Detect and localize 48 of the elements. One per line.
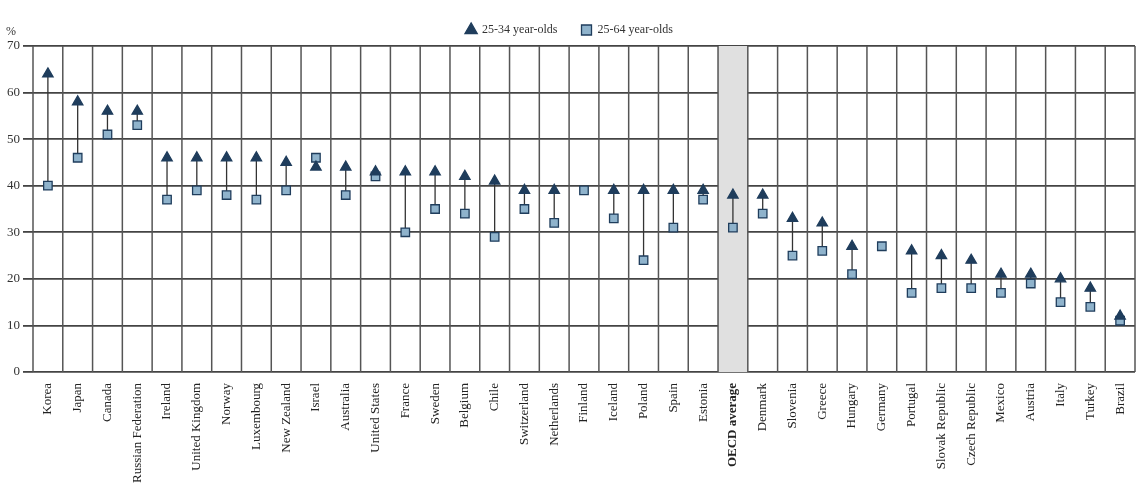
x-tick-label: Canada — [98, 382, 114, 422]
x-tick-label: United Kingdom — [188, 382, 204, 471]
x-tick-label: Belgium — [456, 382, 472, 428]
x-tick-label: Spain — [664, 382, 680, 413]
x-tick-label: Austria — [1022, 382, 1038, 422]
x-tick-label: Iceland — [605, 382, 621, 422]
y-tick-label: 10 — [7, 316, 20, 332]
y-axis-title: % — [6, 24, 16, 39]
x-tick-label: Russian Federation — [128, 382, 144, 483]
x-tick-label: New Zealand — [277, 382, 293, 453]
x-tick-label: Luxembourg — [247, 382, 263, 450]
x-tick-label: Italy — [1051, 382, 1067, 407]
x-tick-label: Hungary — [843, 382, 859, 429]
x-tick-label: Germany — [873, 382, 889, 432]
x-tick-label: Portugal — [903, 382, 919, 428]
x-tick-label: Japan — [69, 382, 85, 413]
x-tick-label: Estonia — [694, 382, 710, 422]
x-tick-label: Slovak Republic — [932, 382, 948, 470]
x-tick-label: Czech Republic — [962, 382, 978, 466]
x-tick-label: OECD average — [724, 382, 740, 468]
x-tick-label: Greece — [813, 382, 829, 420]
x-tick-label: Brazil — [1111, 382, 1127, 415]
x-tick-label: Mexico — [992, 382, 1008, 423]
x-tick-label: Netherlands — [545, 382, 561, 446]
y-tick-label: 60 — [7, 83, 20, 99]
legend-label: 25-64 year-olds — [597, 22, 674, 37]
x-tick-label: Sweden — [426, 382, 442, 425]
y-tick-label: 40 — [7, 177, 20, 193]
legend-label: 25-34 year-olds — [482, 22, 558, 37]
x-tick-label: Ireland — [158, 382, 174, 420]
y-tick-label: 0 — [13, 363, 20, 379]
x-tick-label: Finland — [575, 382, 591, 423]
x-tick-label: United States — [366, 382, 382, 453]
y-tick-label: 70 — [7, 37, 20, 53]
y-tick-label: 30 — [7, 223, 20, 239]
y-tick-label: 50 — [7, 130, 20, 146]
x-tick-label: Turkey — [1081, 382, 1097, 421]
x-tick-label: Denmark — [754, 382, 770, 432]
x-tick-label: Poland — [634, 382, 650, 420]
x-tick-label: Slovenia — [783, 382, 799, 429]
y-tick-label: 20 — [7, 270, 20, 286]
x-tick-label: France — [396, 382, 412, 419]
x-tick-label: Switzerland — [515, 382, 531, 446]
x-tick-label: Israel — [307, 382, 323, 412]
x-tick-label: Australia — [337, 382, 353, 431]
x-tick-label: Korea — [39, 382, 55, 415]
x-tick-label: Chile — [486, 382, 502, 412]
x-tick-label: Norway — [218, 382, 234, 425]
